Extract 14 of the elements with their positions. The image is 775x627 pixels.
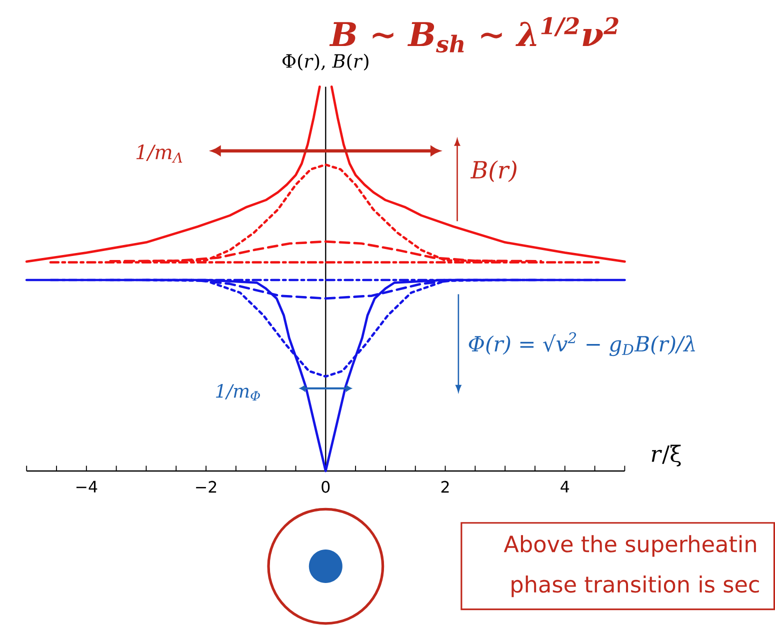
x-axis-title: r/ξ	[652, 444, 681, 467]
annotation: B(r)	[470, 160, 516, 182]
chart-title: B ∼ B$_{sh}$ ∼ λ$^{1/2}$ν$^{2}$	[329, 17, 618, 53]
text: phase transition is sec	[512, 576, 759, 598]
annotation: 1/m$_{Λ}$	[136, 144, 182, 163]
annotation: 1/m$_{Φ}$	[216, 384, 260, 401]
x-tick-label: −4	[76, 481, 98, 493]
x-tick-label: 2	[441, 481, 449, 493]
annotation: Φ(r) = √v$^{2}$ − g$_{D}$B(r)/λ	[468, 332, 695, 356]
x-tick-label: −2	[196, 481, 216, 493]
x-tick-label: 0	[322, 481, 330, 493]
y-axis-title: Φ(r), B(r)	[282, 54, 368, 71]
x-tick-label: 4	[560, 481, 570, 493]
text: Above the superheatin	[504, 535, 756, 557]
